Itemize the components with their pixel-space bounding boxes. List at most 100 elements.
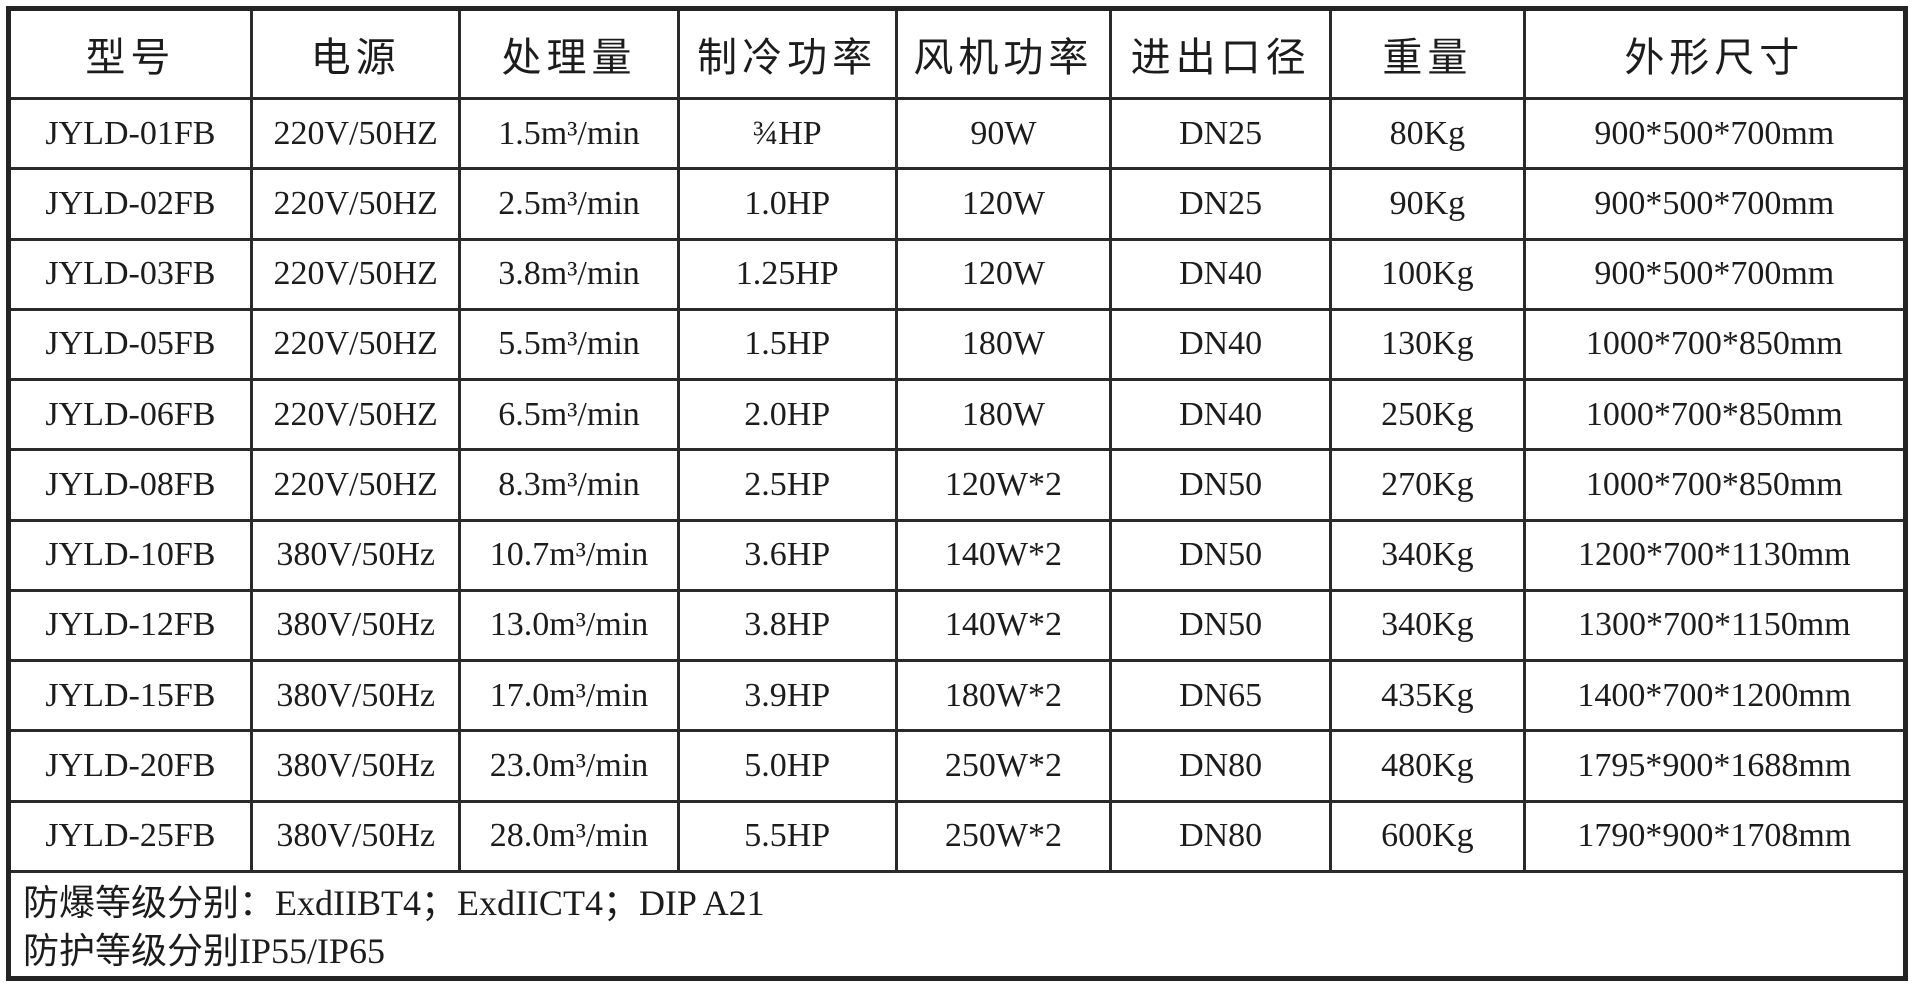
table-cell: 10.7m³/min — [458, 518, 680, 592]
table-cell: 1000*700*850mm — [1522, 307, 1908, 382]
table-cell: 90Kg — [1329, 167, 1526, 241]
table-cell: 140W*2 — [894, 588, 1113, 663]
explosion-proof-rating-note: 防爆等级分别：ExdIIBT4；ExdIICT4；DIP A21 — [23, 882, 765, 923]
table-cell: 1.5m³/min — [458, 96, 680, 171]
header-cell: 风机功率 — [894, 7, 1113, 100]
table-cell: 1000*700*850mm — [1522, 377, 1908, 452]
table-row: JYLD-25FB 380V/50Hz 28.0m³/min 5.5HP 250W*2 D… — [7, 799, 1908, 873]
table-cell: 1400*700*1200mm — [1522, 658, 1908, 733]
table-cell: 380V/50Hz — [249, 588, 462, 663]
table-cell: DN50 — [1109, 588, 1333, 663]
table-cell: 380V/50Hz — [249, 799, 462, 873]
table-cell: 6.5m³/min — [458, 377, 680, 452]
table-row: JYLD-06FB 220V/50HZ 6.5m³/min 2.0HP 180W DN40… — [7, 377, 1908, 452]
table-cell: 220V/50HZ — [249, 96, 462, 171]
table-row: JYLD-02FB 220V/50HZ 2.5m³/min 1.0HP 120W DN25… — [7, 167, 1908, 241]
table-cell: 80Kg — [1329, 96, 1526, 171]
table-row: JYLD-03FB 220V/50HZ 3.8m³/min 1.25HP 120W DN4… — [7, 237, 1908, 311]
table-row: JYLD-08FB 220V/50HZ 8.3m³/min 2.5HP 120W*2 DN… — [7, 448, 1908, 522]
protection-rating-note: 防护等级分别IP55/IP65 — [23, 931, 386, 972]
table-cell: 1300*700*1150mm — [1522, 588, 1908, 663]
table-body: JYLD-01FB 220V/50HZ 1.5m³/min ¾HP 90W DN25 80K… — [7, 96, 1908, 873]
table-cell: 270Kg — [1329, 448, 1526, 522]
table-cell: 1200*700*1130mm — [1522, 518, 1908, 592]
table-cell: JYLD-05FB — [7, 307, 253, 382]
table-cell: 1.25HP — [676, 237, 898, 311]
table-cell: 340Kg — [1329, 518, 1526, 592]
table-cell: 3.8m³/min — [458, 237, 680, 311]
table-cell: 8.3m³/min — [458, 448, 680, 522]
table-cell: 3.9HP — [676, 658, 898, 733]
table-cell: 220V/50HZ — [249, 307, 462, 382]
table-cell: DN25 — [1109, 167, 1333, 241]
table-row: JYLD-10FB 380V/50Hz 10.7m³/min 3.6HP 140W*2 D… — [7, 518, 1908, 592]
header-cell: 外形尺寸 — [1522, 7, 1908, 100]
table-cell: DN50 — [1109, 448, 1333, 522]
header-cell: 制冷功率 — [676, 7, 898, 100]
table-cell: 435Kg — [1329, 658, 1526, 733]
table-cell: JYLD-03FB — [7, 237, 253, 311]
table-cell: DN65 — [1109, 658, 1333, 733]
table-cell: 1.5HP — [676, 307, 898, 382]
table-cell: 180W*2 — [894, 658, 1113, 733]
table-cell: 900*500*700mm — [1522, 167, 1908, 241]
table-cell: JYLD-10FB — [7, 518, 253, 592]
table-cell: 180W — [894, 377, 1113, 452]
table-cell: JYLD-08FB — [7, 448, 253, 522]
table-cell: 120W — [894, 237, 1113, 311]
table-cell: 1790*900*1708mm — [1522, 799, 1908, 873]
table-row: JYLD-15FB 380V/50Hz 17.0m³/min 3.9HP 180W*2 D… — [7, 658, 1908, 733]
table-cell: 1795*900*1688mm — [1522, 729, 1908, 803]
table-cell: DN40 — [1109, 237, 1333, 311]
header-cell: 型号 — [7, 7, 253, 100]
table-cell: 100Kg — [1329, 237, 1526, 311]
header-cell: 电源 — [249, 7, 462, 100]
table-cell: 900*500*700mm — [1522, 237, 1908, 311]
table-cell: DN40 — [1109, 307, 1333, 382]
table-cell: JYLD-25FB — [7, 799, 253, 873]
table-cell: 220V/50HZ — [249, 377, 462, 452]
table-cell: 900*500*700mm — [1522, 96, 1908, 171]
table-cell: ¾HP — [676, 96, 898, 171]
table-cell: 90W — [894, 96, 1113, 171]
table-cell: 3.8HP — [676, 588, 898, 663]
table-cell: DN50 — [1109, 518, 1333, 592]
table-cell: 3.6HP — [676, 518, 898, 592]
table-cell: 23.0m³/min — [458, 729, 680, 803]
table-cell: 380V/50Hz — [249, 518, 462, 592]
table-cell: 340Kg — [1329, 588, 1526, 663]
table-cell: 380V/50Hz — [249, 658, 462, 733]
table-cell: 17.0m³/min — [458, 658, 680, 733]
table-cell: JYLD-12FB — [7, 588, 253, 663]
header-cell: 重量 — [1329, 7, 1526, 100]
table-cell: 120W — [894, 167, 1113, 241]
table-cell: 5.0HP — [676, 729, 898, 803]
table-cell: 5.5m³/min — [458, 307, 680, 382]
table-cell: JYLD-15FB — [7, 658, 253, 733]
table-row: JYLD-05FB 220V/50HZ 5.5m³/min 1.5HP 180W DN40… — [7, 307, 1908, 382]
table-cell: 220V/50HZ — [249, 237, 462, 311]
table-cell: 600Kg — [1329, 799, 1526, 873]
spec-sheet: 型号 电源 处理量 制冷功率 风机功率 进出口径 重量 外形尺寸 JYLD-01FB 220V/… — [6, 6, 1908, 981]
header-row: 型号 电源 处理量 制冷功率 风机功率 进出口径 重量 外形尺寸 — [7, 7, 1908, 100]
table-cell: 130Kg — [1329, 307, 1526, 382]
table-cell: 180W — [894, 307, 1113, 382]
table-cell: 140W*2 — [894, 518, 1113, 592]
table-cell: 2.5HP — [676, 448, 898, 522]
table-cell: DN25 — [1109, 96, 1333, 171]
table-cell: 2.0HP — [676, 377, 898, 452]
footer-note-cell: 防爆等级分别：ExdIIBT4；ExdIICT4；DIP A21 防护等级分别I… — [7, 869, 1907, 981]
table-cell: 1000*700*850mm — [1522, 448, 1908, 522]
table-row: JYLD-20FB 380V/50Hz 23.0m³/min 5.0HP 250W*2 D… — [7, 729, 1908, 803]
table-cell: JYLD-02FB — [7, 167, 253, 241]
table-cell: JYLD-20FB — [7, 729, 253, 803]
table-cell: DN40 — [1109, 377, 1333, 452]
footer-row: 防爆等级分别：ExdIIBT4；ExdIICT4；DIP A21 防护等级分别I… — [7, 869, 1907, 981]
table-cell: 28.0m³/min — [458, 799, 680, 873]
table-cell: 250W*2 — [894, 729, 1113, 803]
table-cell: 380V/50Hz — [249, 729, 462, 803]
table-cell: 250Kg — [1329, 377, 1526, 452]
header-cell: 进出口径 — [1109, 7, 1333, 100]
spec-table: 型号 电源 处理量 制冷功率 风机功率 进出口径 重量 外形尺寸 JYLD-01FB 220V/… — [6, 6, 1908, 981]
table-cell: 5.5HP — [676, 799, 898, 873]
